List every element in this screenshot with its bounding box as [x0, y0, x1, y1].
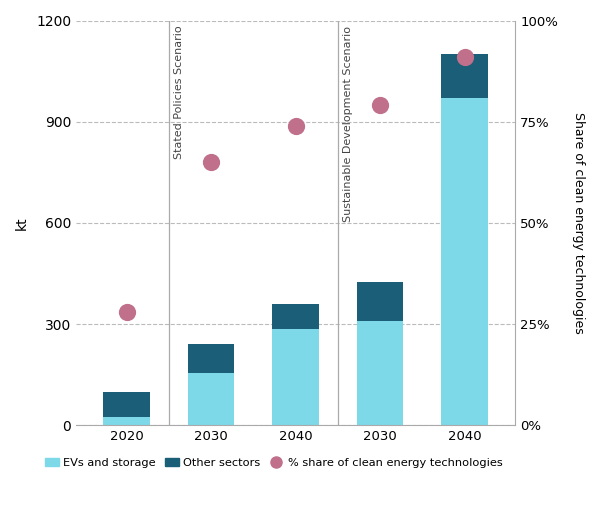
Bar [188, 373, 235, 425]
Bar [442, 54, 488, 98]
Legend: EVs and storage, Other sectors, % share of clean energy technologies: EVs and storage, Other sectors, % share … [40, 453, 507, 472]
Bar [442, 98, 488, 425]
Text: Stated Policies Scenario: Stated Policies Scenario [174, 25, 184, 159]
Bar [272, 329, 319, 425]
Bar [357, 282, 403, 321]
Bar [103, 417, 150, 425]
Y-axis label: kt: kt [15, 216, 29, 229]
Bar [357, 321, 403, 425]
Point [122, 308, 131, 316]
Text: Sustainable Development Scenario: Sustainable Development Scenario [343, 25, 353, 222]
Y-axis label: Share of clean energy technologies: Share of clean energy technologies [572, 112, 585, 334]
Bar [272, 304, 319, 329]
Bar [103, 392, 150, 417]
Point [206, 158, 216, 166]
Bar [188, 344, 235, 373]
Point [291, 121, 301, 130]
Point [376, 101, 385, 110]
Point [460, 52, 469, 61]
